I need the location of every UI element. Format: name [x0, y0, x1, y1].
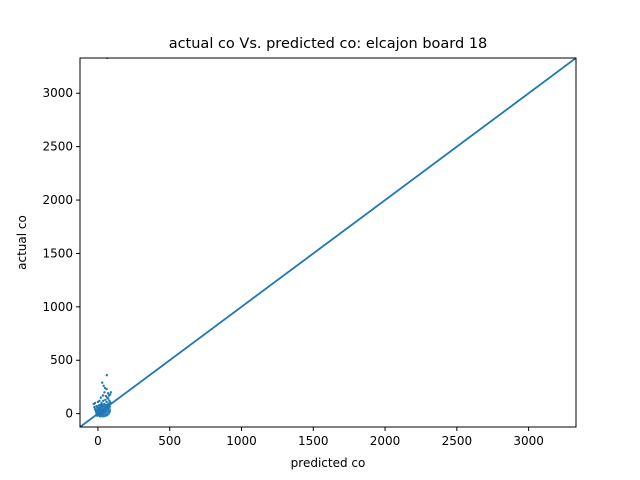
data-point — [101, 394, 105, 397]
data-point — [107, 402, 110, 405]
plot-frame — [79, 57, 577, 428]
data-point — [99, 396, 103, 399]
x-tick-label: 1500 — [298, 434, 329, 448]
x-axis-label: predicted co — [291, 456, 366, 470]
y-axis: 0 500 1000 1500 2000 2500 3000 — [42, 86, 80, 421]
data-point — [109, 391, 113, 394]
points-layer — [92, 58, 113, 418]
x-tick-label: 3000 — [513, 434, 544, 448]
data-point — [102, 399, 105, 403]
data-point — [105, 374, 109, 377]
y-tick-label: 500 — [50, 353, 73, 367]
data-point — [96, 400, 100, 404]
data-point — [103, 386, 107, 390]
y-tick-label: 0 — [65, 407, 73, 421]
y-tick-label: 1500 — [42, 246, 73, 260]
y-tick-label: 1000 — [42, 300, 73, 314]
data-point — [106, 392, 110, 395]
y-tick-label: 2000 — [42, 193, 73, 207]
data-point — [104, 394, 108, 398]
data-point — [101, 381, 104, 384]
x-tick-label: 2000 — [370, 434, 401, 448]
plot-area — [79, 57, 577, 428]
point-cluster — [94, 403, 111, 418]
data-point — [93, 406, 96, 409]
chart-title: actual co Vs. predicted co: elcajon boar… — [169, 36, 488, 52]
y-axis-label: actual co — [15, 215, 29, 270]
x-tick-label: 1000 — [226, 434, 257, 448]
data-point — [105, 400, 108, 404]
x-tick-label: 500 — [158, 434, 181, 448]
reference-line — [80, 58, 576, 427]
data-point — [109, 401, 112, 404]
x-axis: 0 500 1000 1500 2000 2500 3000 — [94, 427, 544, 448]
data-point — [104, 398, 107, 401]
y-tick-label: 3000 — [42, 86, 73, 100]
data-point — [108, 393, 112, 396]
x-tick-label: 2500 — [442, 434, 473, 448]
data-point — [102, 384, 105, 388]
data-point — [93, 401, 97, 405]
data-point — [107, 397, 110, 400]
y-tick-label: 2500 — [42, 140, 73, 154]
data-point — [103, 391, 106, 394]
x-tick-label: 0 — [94, 434, 102, 448]
